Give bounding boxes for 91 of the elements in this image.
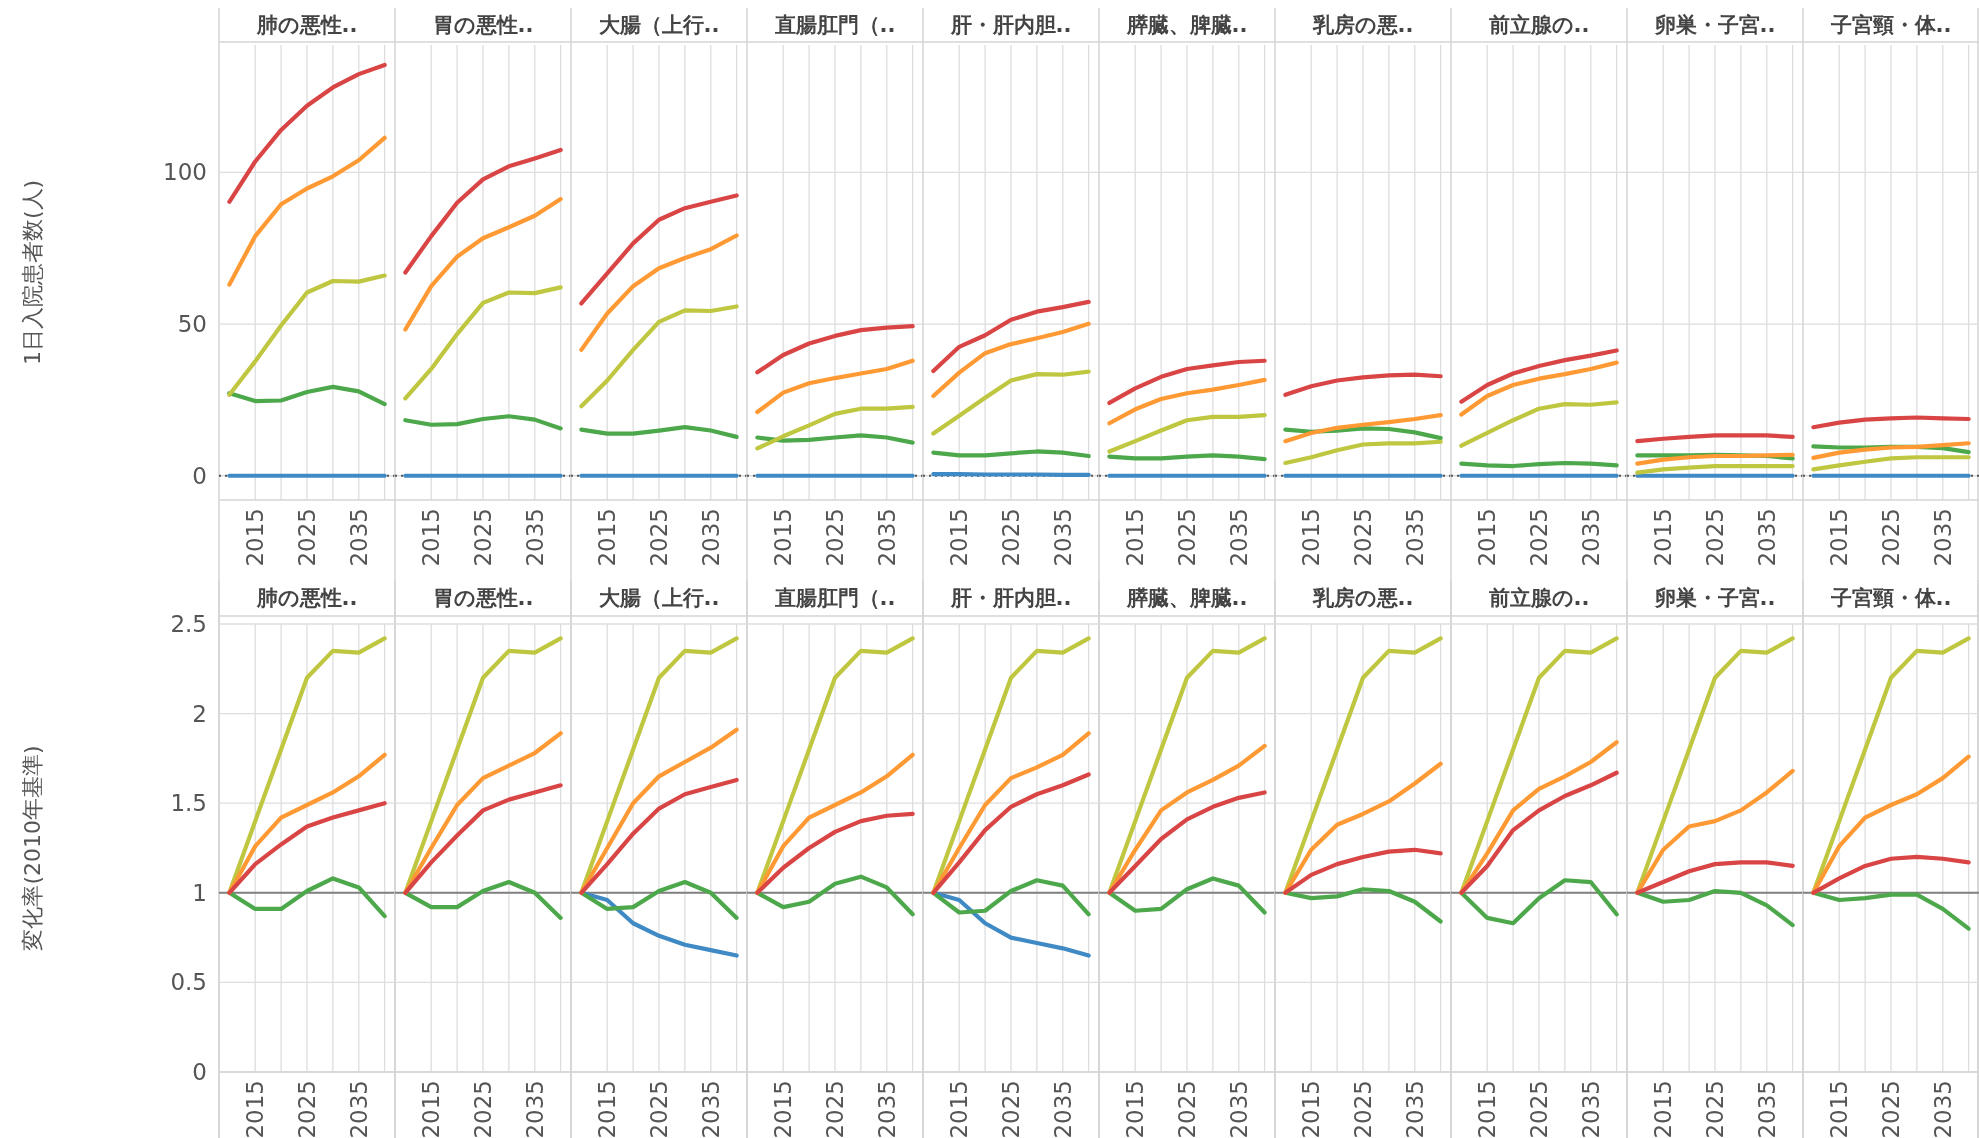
chart-title: 膵臓、脾臓.. [1125,586,1248,610]
y-tick-label: 1.5 [170,790,207,817]
x-tick-label: 2025 [470,1080,496,1138]
x-tick-label: 2025 [646,508,672,567]
chart-title: 直腸肛門（.. [773,13,896,37]
y-tick-label: 1 [192,879,207,906]
x-tick-label: 2025 [1174,508,1200,567]
chart-title: 子宮頸・体.. [1829,586,1952,610]
x-tick-label: 2035 [521,508,548,567]
y-tick-label: 0.5 [170,969,207,996]
y-tick-label: 0 [192,462,207,489]
chart-title: 卵巣・子宮.. [1653,13,1776,37]
x-tick-label: 2035 [1577,1080,1604,1138]
x-tick-label: 2035 [1753,508,1780,567]
x-tick-label: 2035 [521,1080,548,1138]
x-tick-label: 2025 [1526,508,1552,567]
chart-title: 肺の悪性.. [255,13,358,37]
x-tick-label: 2035 [1577,508,1604,567]
chart-title: 乳房の悪.. [1311,586,1414,610]
x-tick-label: 2015 [418,1080,445,1138]
x-tick-label: 2015 [1122,508,1149,567]
y-tick-label: 2 [192,700,207,727]
chart-title: 卵巣・子宮.. [1653,586,1776,610]
x-tick-label: 2015 [1826,508,1853,567]
x-tick-label: 2025 [1878,508,1904,567]
x-tick-label: 2035 [1225,508,1252,567]
x-tick-label: 2025 [822,508,848,567]
x-tick-label: 2025 [1350,1080,1376,1138]
x-tick-label: 2035 [1929,508,1956,567]
x-tick-label: 2025 [1702,1080,1728,1138]
x-tick-label: 2015 [1650,1080,1677,1138]
chart-title: 肝・肝内胆.. [949,13,1072,37]
x-tick-label: 2015 [1474,508,1501,567]
x-tick-label: 2035 [1753,1080,1780,1138]
chart-title: 前立腺の.. [1487,13,1590,37]
chart-title: 大腸（上行.. [598,586,720,610]
x-tick-label: 2035 [873,1080,900,1138]
x-tick-label: 2015 [770,508,797,567]
x-tick-label: 2035 [1401,1080,1428,1138]
y-tick-label: 100 [163,159,207,186]
x-tick-label: 2025 [294,508,320,567]
y-tick-label: 2.5 [170,611,207,637]
chart-title: 肺の悪性.. [255,586,358,610]
x-tick-label: 2025 [1350,508,1376,567]
x-tick-label: 2015 [242,508,269,567]
x-tick-label: 2025 [998,508,1024,567]
y-tick-label: 50 [177,311,207,338]
x-tick-label: 2025 [1878,1080,1904,1138]
x-tick-label: 2015 [242,1080,269,1138]
chart-title: 胃の悪性.. [432,586,534,610]
chart-title: 胃の悪性.. [432,13,534,37]
x-tick-label: 2035 [1049,508,1076,567]
x-tick-label: 2015 [1474,1080,1501,1138]
y-axis-title: 変化率(2010年基準) [19,745,45,951]
x-tick-label: 2035 [345,508,372,567]
x-tick-label: 2035 [1401,508,1428,567]
x-tick-label: 2015 [418,508,445,567]
x-tick-label: 2035 [345,1080,372,1138]
x-tick-label: 2015 [770,1080,797,1138]
x-tick-label: 2015 [1122,1080,1149,1138]
x-tick-label: 2015 [946,508,973,567]
chart-title: 乳房の悪.. [1311,13,1414,37]
y-axis-title: 1日入院患者数(人) [19,179,45,366]
x-tick-label: 2015 [1650,508,1677,567]
x-tick-label: 2015 [594,508,621,567]
x-tick-label: 2025 [1702,508,1728,567]
x-tick-label: 2035 [1049,1080,1076,1138]
x-tick-label: 2025 [998,1080,1024,1138]
x-tick-label: 2015 [1826,1080,1853,1138]
x-tick-label: 2025 [470,508,496,567]
x-tick-label: 2035 [1929,1080,1956,1138]
chart-title: 子宮頸・体.. [1829,13,1952,37]
x-tick-label: 2015 [594,1080,621,1138]
chart-title: 大腸（上行.. [598,13,720,37]
chart-title: 膵臓、脾臓.. [1125,13,1248,37]
x-tick-label: 2025 [1526,1080,1552,1138]
x-tick-label: 2035 [697,1080,724,1138]
chart-title: 肝・肝内胆.. [949,586,1072,610]
x-tick-label: 2025 [1174,1080,1200,1138]
x-tick-label: 2015 [1298,1080,1325,1138]
y-tick-label: 0 [192,1059,207,1085]
chart-title: 直腸肛門（.. [773,586,896,610]
chart-title: 前立腺の.. [1487,586,1590,610]
x-tick-label: 2015 [946,1080,973,1138]
x-tick-label: 2015 [1298,508,1325,567]
x-tick-label: 2025 [646,1080,672,1138]
x-tick-label: 2035 [697,508,724,567]
x-tick-label: 2035 [873,508,900,567]
x-tick-label: 2025 [822,1080,848,1138]
x-tick-label: 2025 [294,1080,320,1138]
x-tick-label: 2035 [1225,1080,1252,1138]
